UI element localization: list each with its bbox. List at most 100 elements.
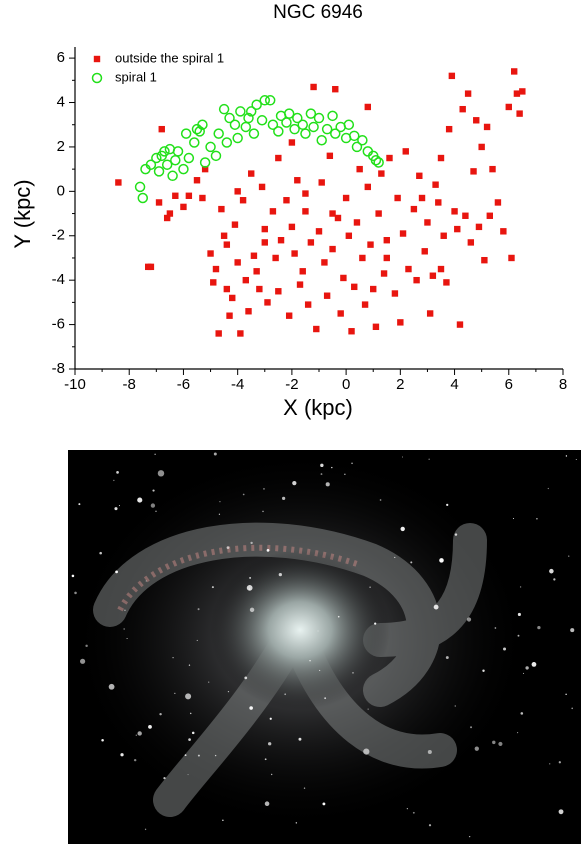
star xyxy=(303,787,306,789)
point xyxy=(332,85,339,93)
point xyxy=(167,170,178,182)
star xyxy=(211,586,214,589)
star xyxy=(292,481,297,486)
star xyxy=(428,458,430,460)
point xyxy=(226,312,233,319)
star xyxy=(494,627,497,629)
point xyxy=(256,285,263,293)
point xyxy=(267,119,279,130)
point xyxy=(329,245,336,253)
y-tick-label: 4 xyxy=(57,93,65,110)
point xyxy=(454,225,461,233)
star xyxy=(401,456,403,458)
star xyxy=(519,586,522,588)
star xyxy=(295,822,298,824)
star xyxy=(517,612,521,617)
point xyxy=(178,163,189,175)
star xyxy=(135,734,137,736)
star xyxy=(197,754,200,757)
star xyxy=(433,604,439,610)
star xyxy=(250,541,253,545)
point xyxy=(416,172,423,179)
point xyxy=(448,72,456,80)
point xyxy=(288,139,296,146)
star xyxy=(150,503,156,508)
point xyxy=(302,190,309,197)
point xyxy=(519,88,526,95)
point xyxy=(359,254,366,262)
star xyxy=(466,617,472,622)
point xyxy=(445,125,453,133)
point xyxy=(473,117,480,124)
x-tick-label: -8 xyxy=(123,376,136,393)
point xyxy=(494,199,502,206)
star xyxy=(99,551,102,555)
point xyxy=(180,128,192,139)
star xyxy=(242,493,245,496)
star xyxy=(174,692,176,695)
star xyxy=(244,676,248,680)
star xyxy=(113,479,115,482)
star xyxy=(320,473,323,475)
point xyxy=(215,330,222,337)
star xyxy=(282,496,286,500)
point xyxy=(505,103,512,111)
star xyxy=(126,638,128,640)
point xyxy=(383,237,390,244)
star xyxy=(454,705,456,707)
star xyxy=(570,628,575,633)
y-tick-label: -6 xyxy=(52,316,65,333)
star xyxy=(214,754,217,757)
point xyxy=(145,159,157,170)
point xyxy=(218,205,225,213)
star xyxy=(553,578,556,581)
y-tick-label: 2 xyxy=(57,138,65,155)
point xyxy=(437,154,445,162)
star xyxy=(191,731,195,735)
star xyxy=(213,452,217,456)
point xyxy=(424,219,431,226)
star xyxy=(374,622,377,625)
star xyxy=(101,738,104,742)
star xyxy=(406,808,408,810)
point xyxy=(451,208,458,215)
point xyxy=(386,154,393,162)
star xyxy=(363,748,370,755)
point xyxy=(170,155,181,166)
point xyxy=(264,299,271,306)
star xyxy=(410,561,413,564)
stars xyxy=(71,452,577,838)
point xyxy=(402,148,409,155)
point xyxy=(253,268,260,275)
star xyxy=(446,503,449,507)
point xyxy=(243,112,254,124)
star xyxy=(367,708,369,710)
point xyxy=(180,203,187,211)
point xyxy=(459,105,466,113)
star xyxy=(468,835,471,838)
point xyxy=(516,110,523,117)
star xyxy=(344,473,346,476)
point xyxy=(259,95,271,106)
star xyxy=(116,471,119,474)
point xyxy=(432,181,439,188)
point xyxy=(304,301,312,308)
star xyxy=(189,712,192,715)
spiral-arms xyxy=(93,522,487,817)
point xyxy=(443,279,450,286)
star xyxy=(498,741,503,746)
point xyxy=(166,210,174,217)
x-tick-label: 2 xyxy=(396,376,404,393)
star xyxy=(565,455,568,457)
star xyxy=(137,497,143,503)
point xyxy=(205,141,216,153)
point xyxy=(115,179,122,186)
star xyxy=(439,558,444,563)
point xyxy=(210,279,217,286)
point xyxy=(245,308,252,315)
star xyxy=(369,586,371,588)
x-tick-label: -10 xyxy=(64,376,86,393)
point xyxy=(348,328,355,335)
star xyxy=(163,777,166,780)
